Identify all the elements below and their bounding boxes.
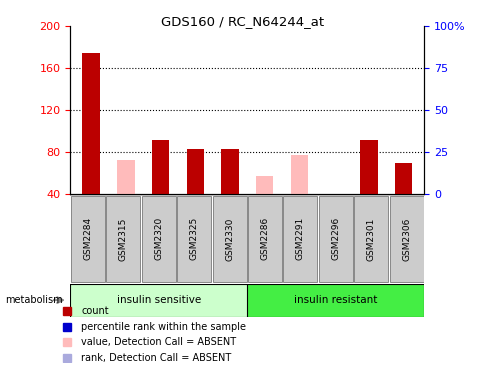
Text: insulin resistant: insulin resistant: [294, 295, 377, 305]
Bar: [318, 196, 352, 282]
Bar: [151, 140, 169, 194]
Text: GSM2301: GSM2301: [366, 217, 375, 261]
Bar: [247, 284, 424, 317]
Bar: [117, 160, 134, 194]
Bar: [82, 53, 100, 194]
Text: GSM2284: GSM2284: [83, 217, 92, 260]
Bar: [71, 196, 105, 282]
Text: count: count: [81, 306, 108, 316]
Text: GSM2296: GSM2296: [331, 217, 340, 261]
Bar: [212, 196, 246, 282]
Bar: [290, 155, 307, 194]
Bar: [186, 149, 204, 194]
Bar: [283, 196, 317, 282]
Bar: [221, 149, 238, 194]
Text: percentile rank within the sample: percentile rank within the sample: [81, 322, 246, 332]
Text: insulin sensitive: insulin sensitive: [117, 295, 200, 305]
Bar: [141, 196, 176, 282]
Text: value, Detection Call = ABSENT: value, Detection Call = ABSENT: [81, 337, 236, 347]
Text: GSM2315: GSM2315: [119, 217, 128, 261]
Bar: [394, 164, 411, 194]
Bar: [247, 196, 282, 282]
Text: GDS160 / RC_N64244_at: GDS160 / RC_N64244_at: [161, 15, 323, 28]
Text: GSM2320: GSM2320: [154, 217, 163, 261]
Bar: [360, 140, 377, 194]
Bar: [70, 284, 247, 317]
Bar: [353, 196, 388, 282]
Text: GSM2291: GSM2291: [295, 217, 304, 261]
Text: GSM2286: GSM2286: [260, 217, 269, 261]
Bar: [106, 196, 140, 282]
Text: rank, Detection Call = ABSENT: rank, Detection Call = ABSENT: [81, 353, 231, 363]
Bar: [256, 176, 273, 194]
Text: metabolism: metabolism: [5, 295, 62, 305]
Bar: [177, 196, 211, 282]
Text: GSM2325: GSM2325: [189, 217, 198, 261]
Bar: [389, 196, 423, 282]
Text: GSM2306: GSM2306: [401, 217, 410, 261]
Text: GSM2330: GSM2330: [225, 217, 234, 261]
